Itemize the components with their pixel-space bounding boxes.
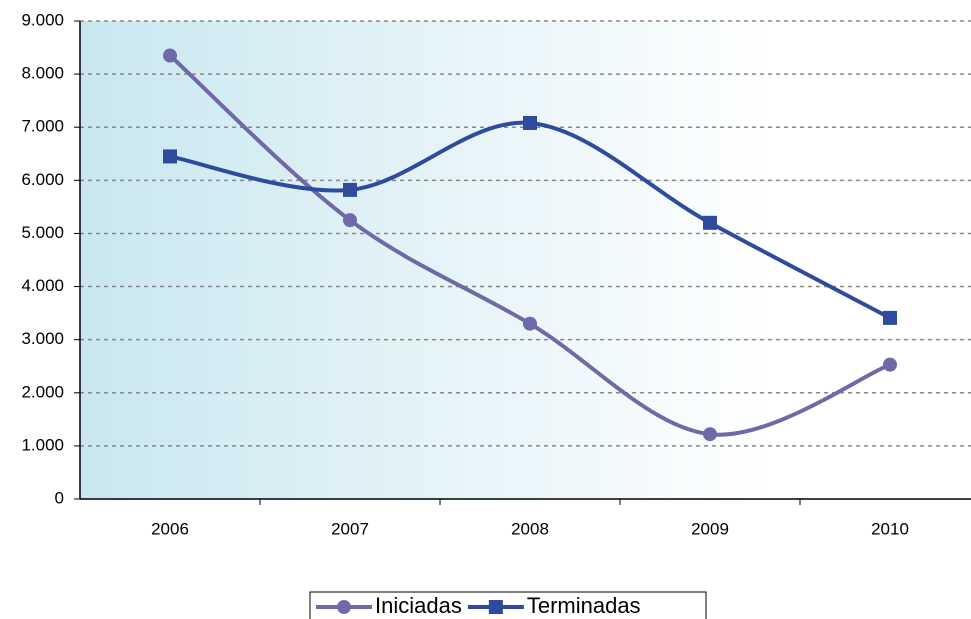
marker [523,316,537,331]
y-tick-label: 5.000 [21,223,64,242]
y-tick-label: 4.000 [21,276,64,295]
y-tick-label: 9.000 [21,10,64,29]
marker [337,600,351,614]
marker [163,48,177,63]
y-tick-label: 0 [55,488,64,507]
marker [883,357,897,372]
x-tick-label: 2008 [511,519,549,538]
y-tick-label: 3.000 [21,329,64,348]
marker [883,310,897,325]
x-tick-label: 2007 [331,519,369,538]
legend-label: Iniciadas [375,593,462,618]
y-tick-label: 6.000 [21,170,64,189]
x-tick-label: 2010 [871,519,909,538]
marker [343,182,357,197]
x-tick-label: 2006 [151,519,189,538]
marker [703,215,717,230]
y-tick-label: 1.000 [21,435,64,454]
y-tick-label: 2.000 [21,382,64,401]
marker [163,149,177,164]
y-tick-label: 7.000 [21,117,64,136]
plot-area [80,21,971,499]
y-tick-label: 8.000 [21,64,64,83]
marker [343,213,357,228]
marker [523,115,537,130]
marker [488,600,503,614]
marker [703,427,717,442]
legend: Iniciadas Terminadas [309,591,707,619]
x-tick-label: 2009 [691,519,729,538]
legend-label: Terminadas [527,593,641,618]
